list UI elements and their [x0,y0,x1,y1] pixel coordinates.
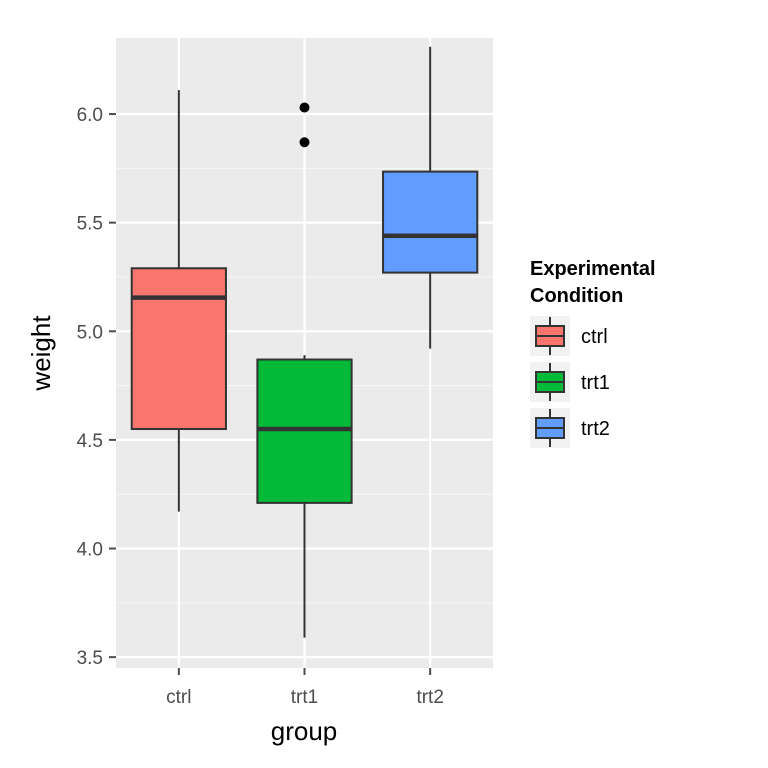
x-axis-title: group [271,716,338,746]
legend-title-line-2: Condition [530,285,623,307]
y-tick-label: 4.0 [77,540,103,561]
legend-label: ctrl [581,326,608,348]
outlier-point [299,137,310,148]
box-ctrl [130,90,227,512]
x-tick-label: trt1 [291,687,318,708]
legend-label: trt2 [581,418,610,440]
y-tick-label: 4.5 [77,431,103,452]
x-axis: ctrl trt1 trt2 [166,668,444,708]
legend-label: trt1 [581,372,610,394]
legend: Experimental Condition ctrl trt1 trt2 [530,258,656,448]
y-tick-label: 3.5 [77,648,103,669]
boxes [130,46,479,638]
y-axis: 3.5 4.0 4.5 5.0 5.5 6.0 [77,105,116,669]
y-axis-title: weight [26,315,56,392]
x-tick-label: ctrl [166,687,191,708]
box-trt2 [382,46,479,349]
legend-item-ctrl: ctrl [530,316,608,356]
y-tick-label: 5.5 [77,214,103,235]
iqr-box [130,267,227,431]
box-trt1 [256,102,353,638]
y-tick-label: 5.0 [77,322,103,343]
legend-item-trt1: trt1 [530,362,610,402]
iqr-box [382,170,479,274]
outlier-point [299,102,310,113]
legend-title-line-1: Experimental [530,258,656,280]
x-tick-label: trt2 [416,687,443,708]
legend-item-trt2: trt2 [530,408,610,448]
y-tick-label: 6.0 [77,105,103,126]
